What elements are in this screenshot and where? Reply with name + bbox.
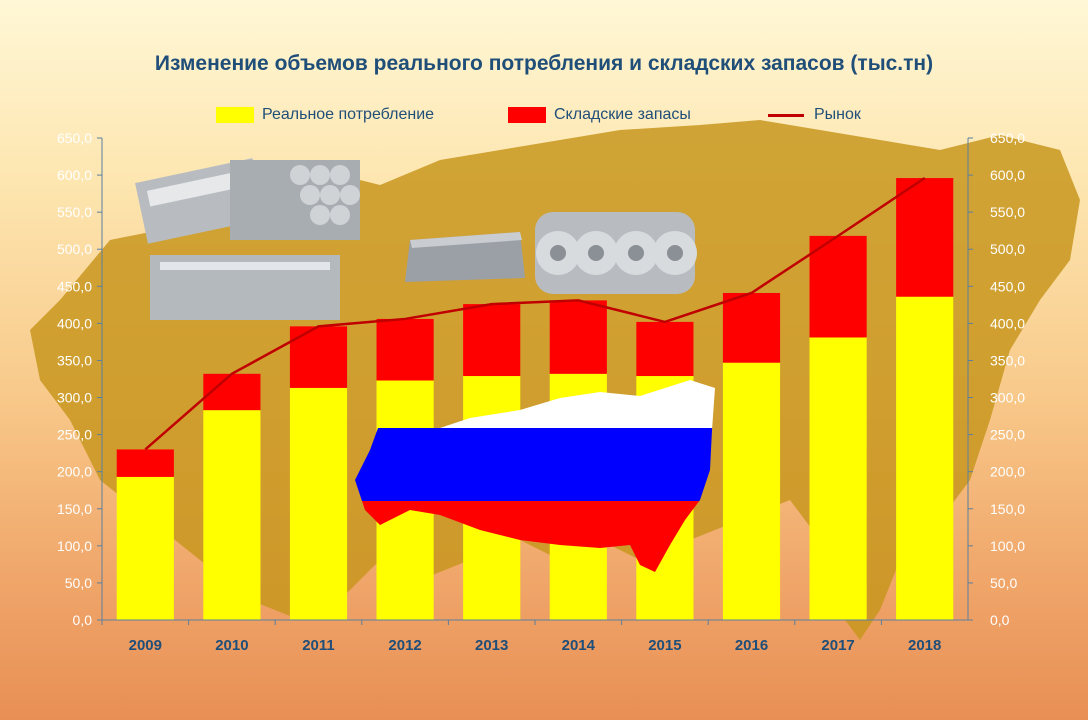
bar-stock-2017: [809, 235, 867, 338]
bar-stock-2015: [636, 321, 694, 377]
steel-coils-image: [535, 212, 697, 294]
x-tick-label-2016: 2016: [735, 637, 768, 654]
legend-swatch-stock: [508, 107, 546, 123]
y-tick-label-left: 550,0: [57, 204, 92, 220]
market-line: [144, 177, 926, 451]
legend-label-stock: Складские запасы: [554, 106, 691, 123]
legend-label-consumption: Реальное потребление: [262, 106, 435, 123]
y-tick-label-right: 500,0: [990, 241, 1025, 257]
bar-stock-2013: [463, 304, 521, 377]
y-tick-label-left: 200,0: [57, 464, 92, 480]
y-tick-label-right: 300,0: [990, 390, 1025, 406]
y-tick-label-right: 600,0: [990, 167, 1025, 183]
y-tick-label-left: 600,0: [57, 167, 92, 183]
market-line-layer: [144, 177, 926, 451]
y-tick-label-left: 0,0: [73, 612, 93, 628]
y-tick-label-right: 550,0: [990, 204, 1025, 220]
y-tick-label-left: 350,0: [57, 352, 92, 368]
y-tick-label-left: 450,0: [57, 278, 92, 294]
bar-stock-2016: [722, 292, 781, 363]
bar-consumption-2009: [116, 476, 174, 620]
legend: Реальное потребление Складские запасы Ры…: [0, 104, 1088, 126]
steel-sheet-image: [405, 232, 525, 282]
bar-stock-2014: [549, 300, 607, 374]
x-tick-label-2010: 2010: [215, 637, 248, 654]
x-tick-label-2018: 2018: [908, 637, 941, 654]
bar-consumption-2018: [896, 296, 954, 620]
x-tick-label-2009: 2009: [129, 637, 162, 654]
y-tick-label-right: 0,0: [990, 612, 1010, 628]
y-tick-label-right: 450,0: [990, 278, 1025, 294]
steel-pipes-image: [150, 160, 360, 320]
bar-consumption-2011: [289, 387, 348, 620]
y-tick-label-left: 400,0: [57, 315, 92, 331]
x-tick-label-2012: 2012: [388, 637, 421, 654]
bar-consumption-2010: [203, 410, 261, 620]
y-tick-label-right: 250,0: [990, 427, 1025, 443]
y-tick-label-left: 100,0: [57, 538, 92, 554]
y-tick-label-left: 50,0: [65, 575, 92, 591]
y-tick-label-right: 50,0: [990, 575, 1017, 591]
y-tick-label-left: 650,0: [57, 130, 92, 146]
y-tick-label-left: 150,0: [57, 501, 92, 517]
x-tick-label-2015: 2015: [648, 637, 681, 654]
y-tick-label-right: 150,0: [990, 501, 1025, 517]
legend-line-market: [768, 114, 804, 117]
y-tick-label-right: 200,0: [990, 464, 1025, 480]
legend-label-market: Рынок: [814, 106, 861, 123]
bar-stock-2012: [376, 318, 434, 381]
y-tick-label-left: 300,0: [57, 390, 92, 406]
bar-stock-2009: [116, 449, 174, 477]
bar-consumption-2017: [809, 337, 867, 620]
legend-swatch-consumption: [216, 107, 254, 123]
y-tick-label-right: 650,0: [990, 130, 1025, 146]
x-tick-label-2017: 2017: [821, 637, 854, 654]
bar-stock-2018: [896, 178, 954, 297]
axes-layer: 0,0 0,0 50,0 50,0 100,0 100,0 150,0 150,0 200,0 2…: [57, 130, 1025, 654]
bar-stock-2011: [289, 326, 348, 388]
y-tick-label-right: 100,0: [990, 538, 1025, 554]
y-tick-label-left: 250,0: [57, 427, 92, 443]
y-tick-label-left: 500,0: [57, 241, 92, 257]
y-tick-label-right: 400,0: [990, 315, 1025, 331]
chart-title: Изменение объемов реального потребления …: [154, 52, 934, 75]
x-tick-label-2013: 2013: [475, 637, 508, 654]
y-tick-label-right: 350,0: [990, 352, 1025, 368]
bar-consumption-2016: [722, 362, 781, 620]
x-tick-label-2011: 2011: [302, 637, 335, 654]
x-tick-label-2014: 2014: [562, 637, 596, 654]
